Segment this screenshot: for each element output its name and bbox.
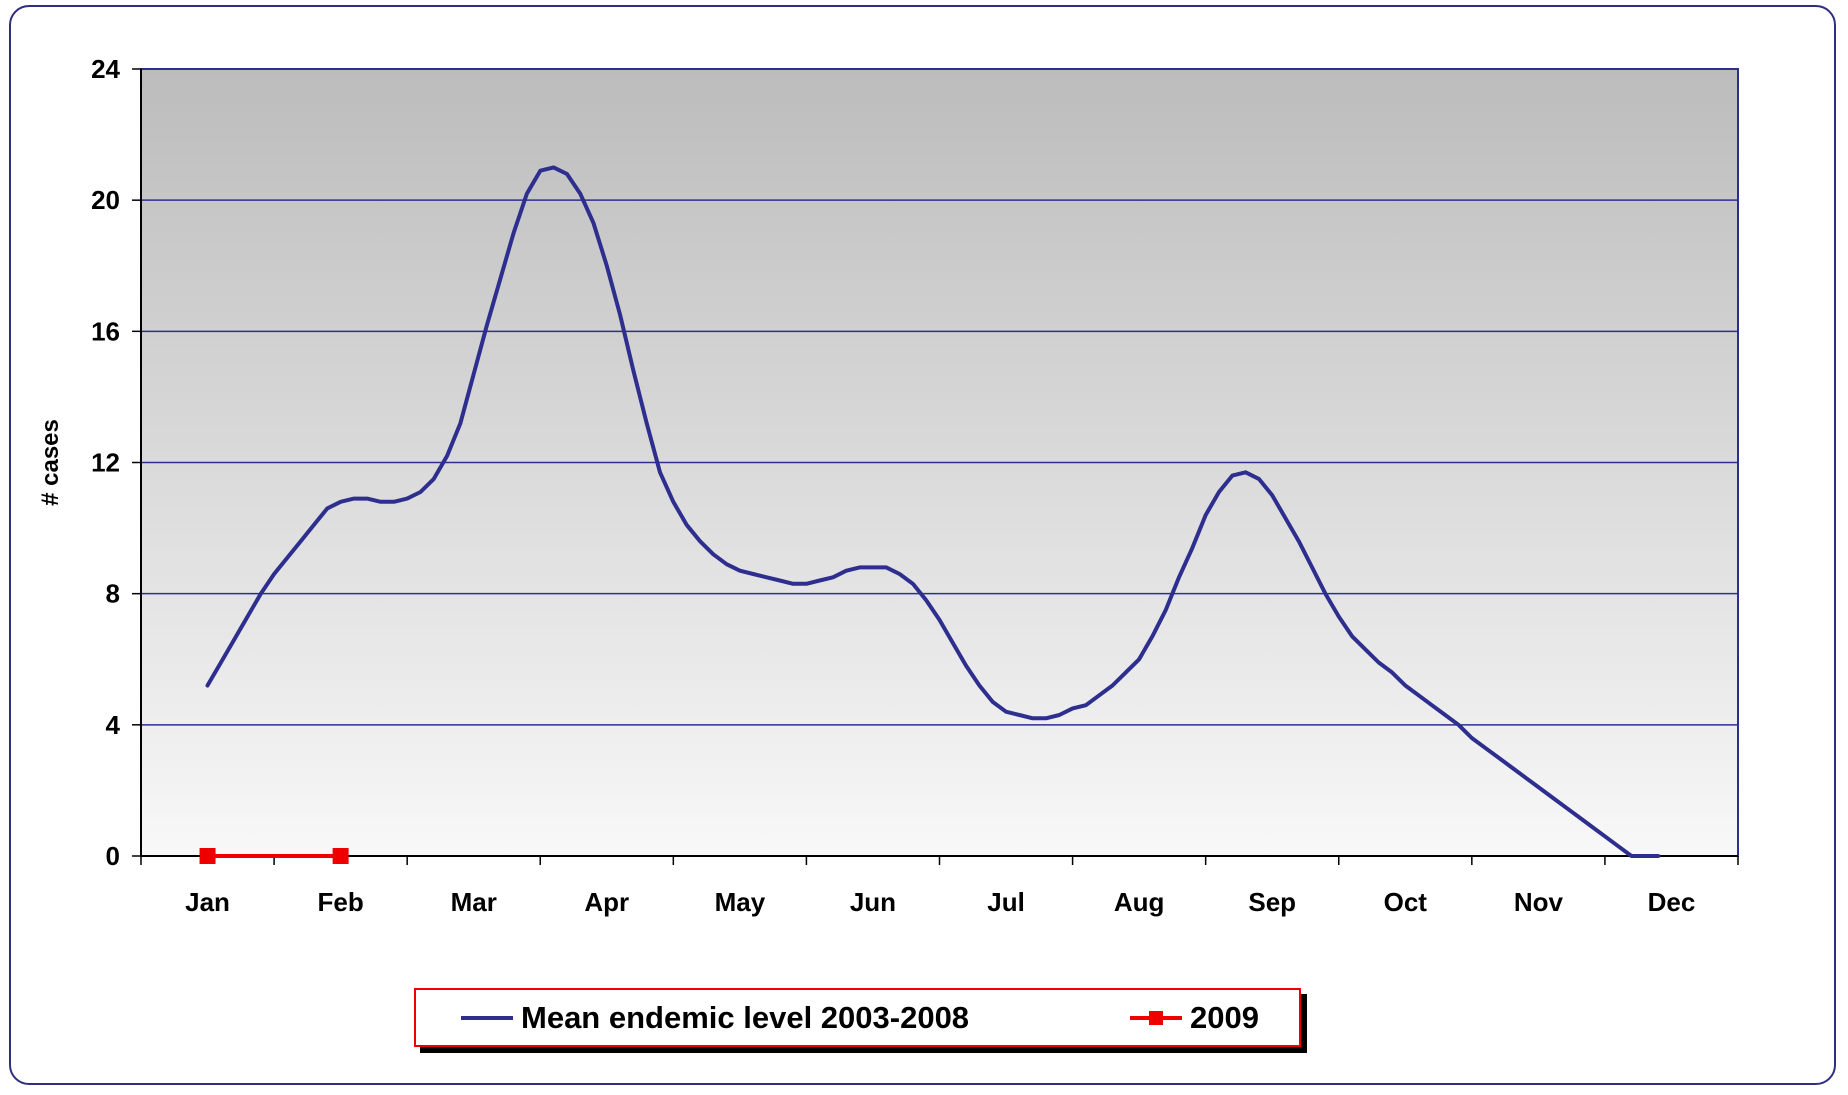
legend-label-2009: 2009: [1190, 999, 1259, 1035]
legend-label-mean: Mean endemic level 2003-2008: [521, 999, 970, 1035]
series-layer: [199, 165, 1661, 864]
x-tick-label: Sep: [1248, 887, 1296, 917]
x-tick-label: Oct: [1384, 887, 1428, 917]
x-tick-label: May: [715, 887, 766, 917]
y-tick-label: 24: [91, 54, 120, 84]
legend-item-2009: 2009: [1130, 990, 1259, 1045]
x-tick-label: Jul: [987, 887, 1025, 917]
x-tick-label: Apr: [584, 887, 629, 917]
y-tick-label: 0: [106, 841, 120, 871]
x-tick-label: Feb: [318, 887, 364, 917]
series-point-marker: [332, 848, 349, 864]
y-tick-label: 8: [106, 579, 120, 609]
x-tick-label: Aug: [1114, 887, 1165, 917]
series-line-0: [205, 165, 1661, 858]
x-tick-label: Dec: [1648, 887, 1696, 917]
x-tick-label: Nov: [1514, 887, 1564, 917]
y-tick-label: 4: [106, 710, 121, 740]
legend-line-icon: [461, 1015, 513, 1020]
x-tick-label: Jan: [185, 887, 230, 917]
y-tick-labels: 0 4 8 12 16 20 24: [91, 54, 120, 871]
y-tick-label: 20: [91, 185, 120, 215]
x-tick-label: Jun: [850, 887, 896, 917]
y-tick-label: 16: [91, 316, 120, 346]
x-tick-label: Mar: [451, 887, 497, 917]
legend-square-marker-icon: [1130, 1010, 1182, 1025]
y-tick-label: 12: [91, 448, 120, 478]
series-point-marker: [199, 848, 216, 864]
gridlines: [141, 68, 1738, 726]
legend-item-mean: Mean endemic level 2003-2008: [461, 990, 969, 1045]
x-tick-labels: Jan Feb Mar Apr May Jun Jul Aug Sep Oct Nov Dec: [185, 887, 1695, 917]
axes: [132, 68, 1739, 865]
y-axis-title: # cases: [37, 419, 64, 506]
legend: Mean endemic level 2003-2008 2009: [414, 988, 1301, 1047]
